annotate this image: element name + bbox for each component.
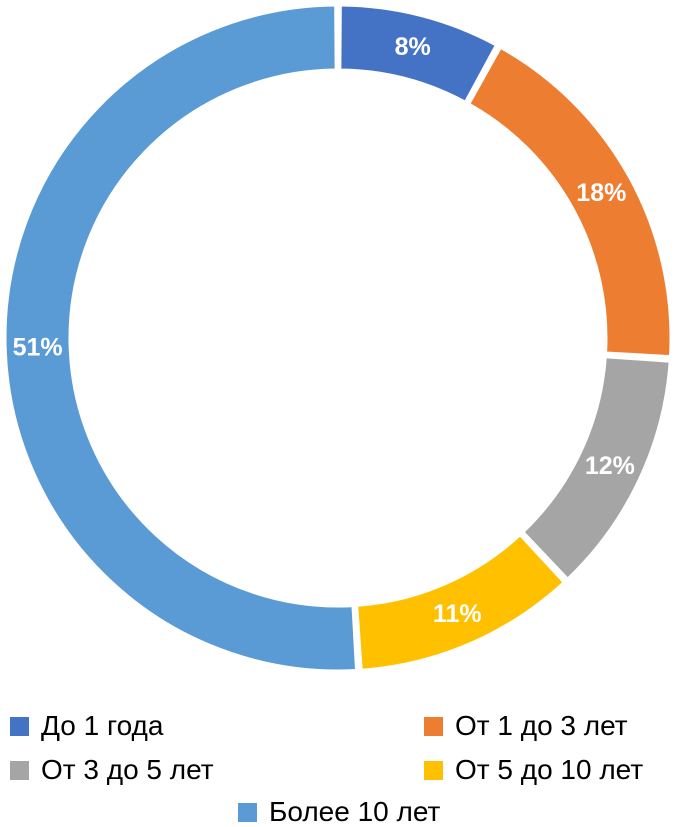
legend-item-1: От 1 до 3 лет	[424, 711, 628, 741]
legend-item-4: Более 10 лет	[238, 797, 440, 827]
slice-label-2: 12%	[585, 452, 635, 480]
legend-item-3: От 5 до 10 лет	[424, 755, 643, 785]
donut-slice-2	[520, 355, 672, 582]
legend-label-1: От 1 до 3 лет	[455, 710, 628, 741]
donut-chart: 8% 18% 12% 11% 51%	[3, 3, 673, 673]
legend-swatch-2	[10, 760, 29, 780]
legend-item-0: До 1 года	[10, 711, 163, 741]
donut-slice-0	[338, 3, 499, 105]
legend-swatch-3	[424, 760, 443, 780]
legend-label-0: До 1 года	[41, 710, 164, 741]
donut-slice-1	[466, 45, 673, 359]
donut-slice-4	[3, 3, 359, 673]
slice-label-3: 11%	[433, 600, 482, 628]
legend-swatch-0	[10, 716, 29, 736]
legend-swatch-1	[424, 716, 443, 736]
legend-item-2: От 3 до 5 лет	[10, 755, 214, 785]
slice-label-4: 51%	[13, 333, 63, 361]
legend-label-3: От 5 до 10 лет	[455, 754, 644, 785]
legend-swatch-4	[238, 802, 257, 822]
legend-label-4: Более 10 лет	[269, 796, 441, 827]
legend-label-2: От 3 до 5 лет	[41, 754, 214, 785]
slice-label-0: 8%	[395, 33, 431, 61]
slice-label-1: 18%	[576, 179, 626, 207]
donut-slice-3	[355, 532, 567, 672]
